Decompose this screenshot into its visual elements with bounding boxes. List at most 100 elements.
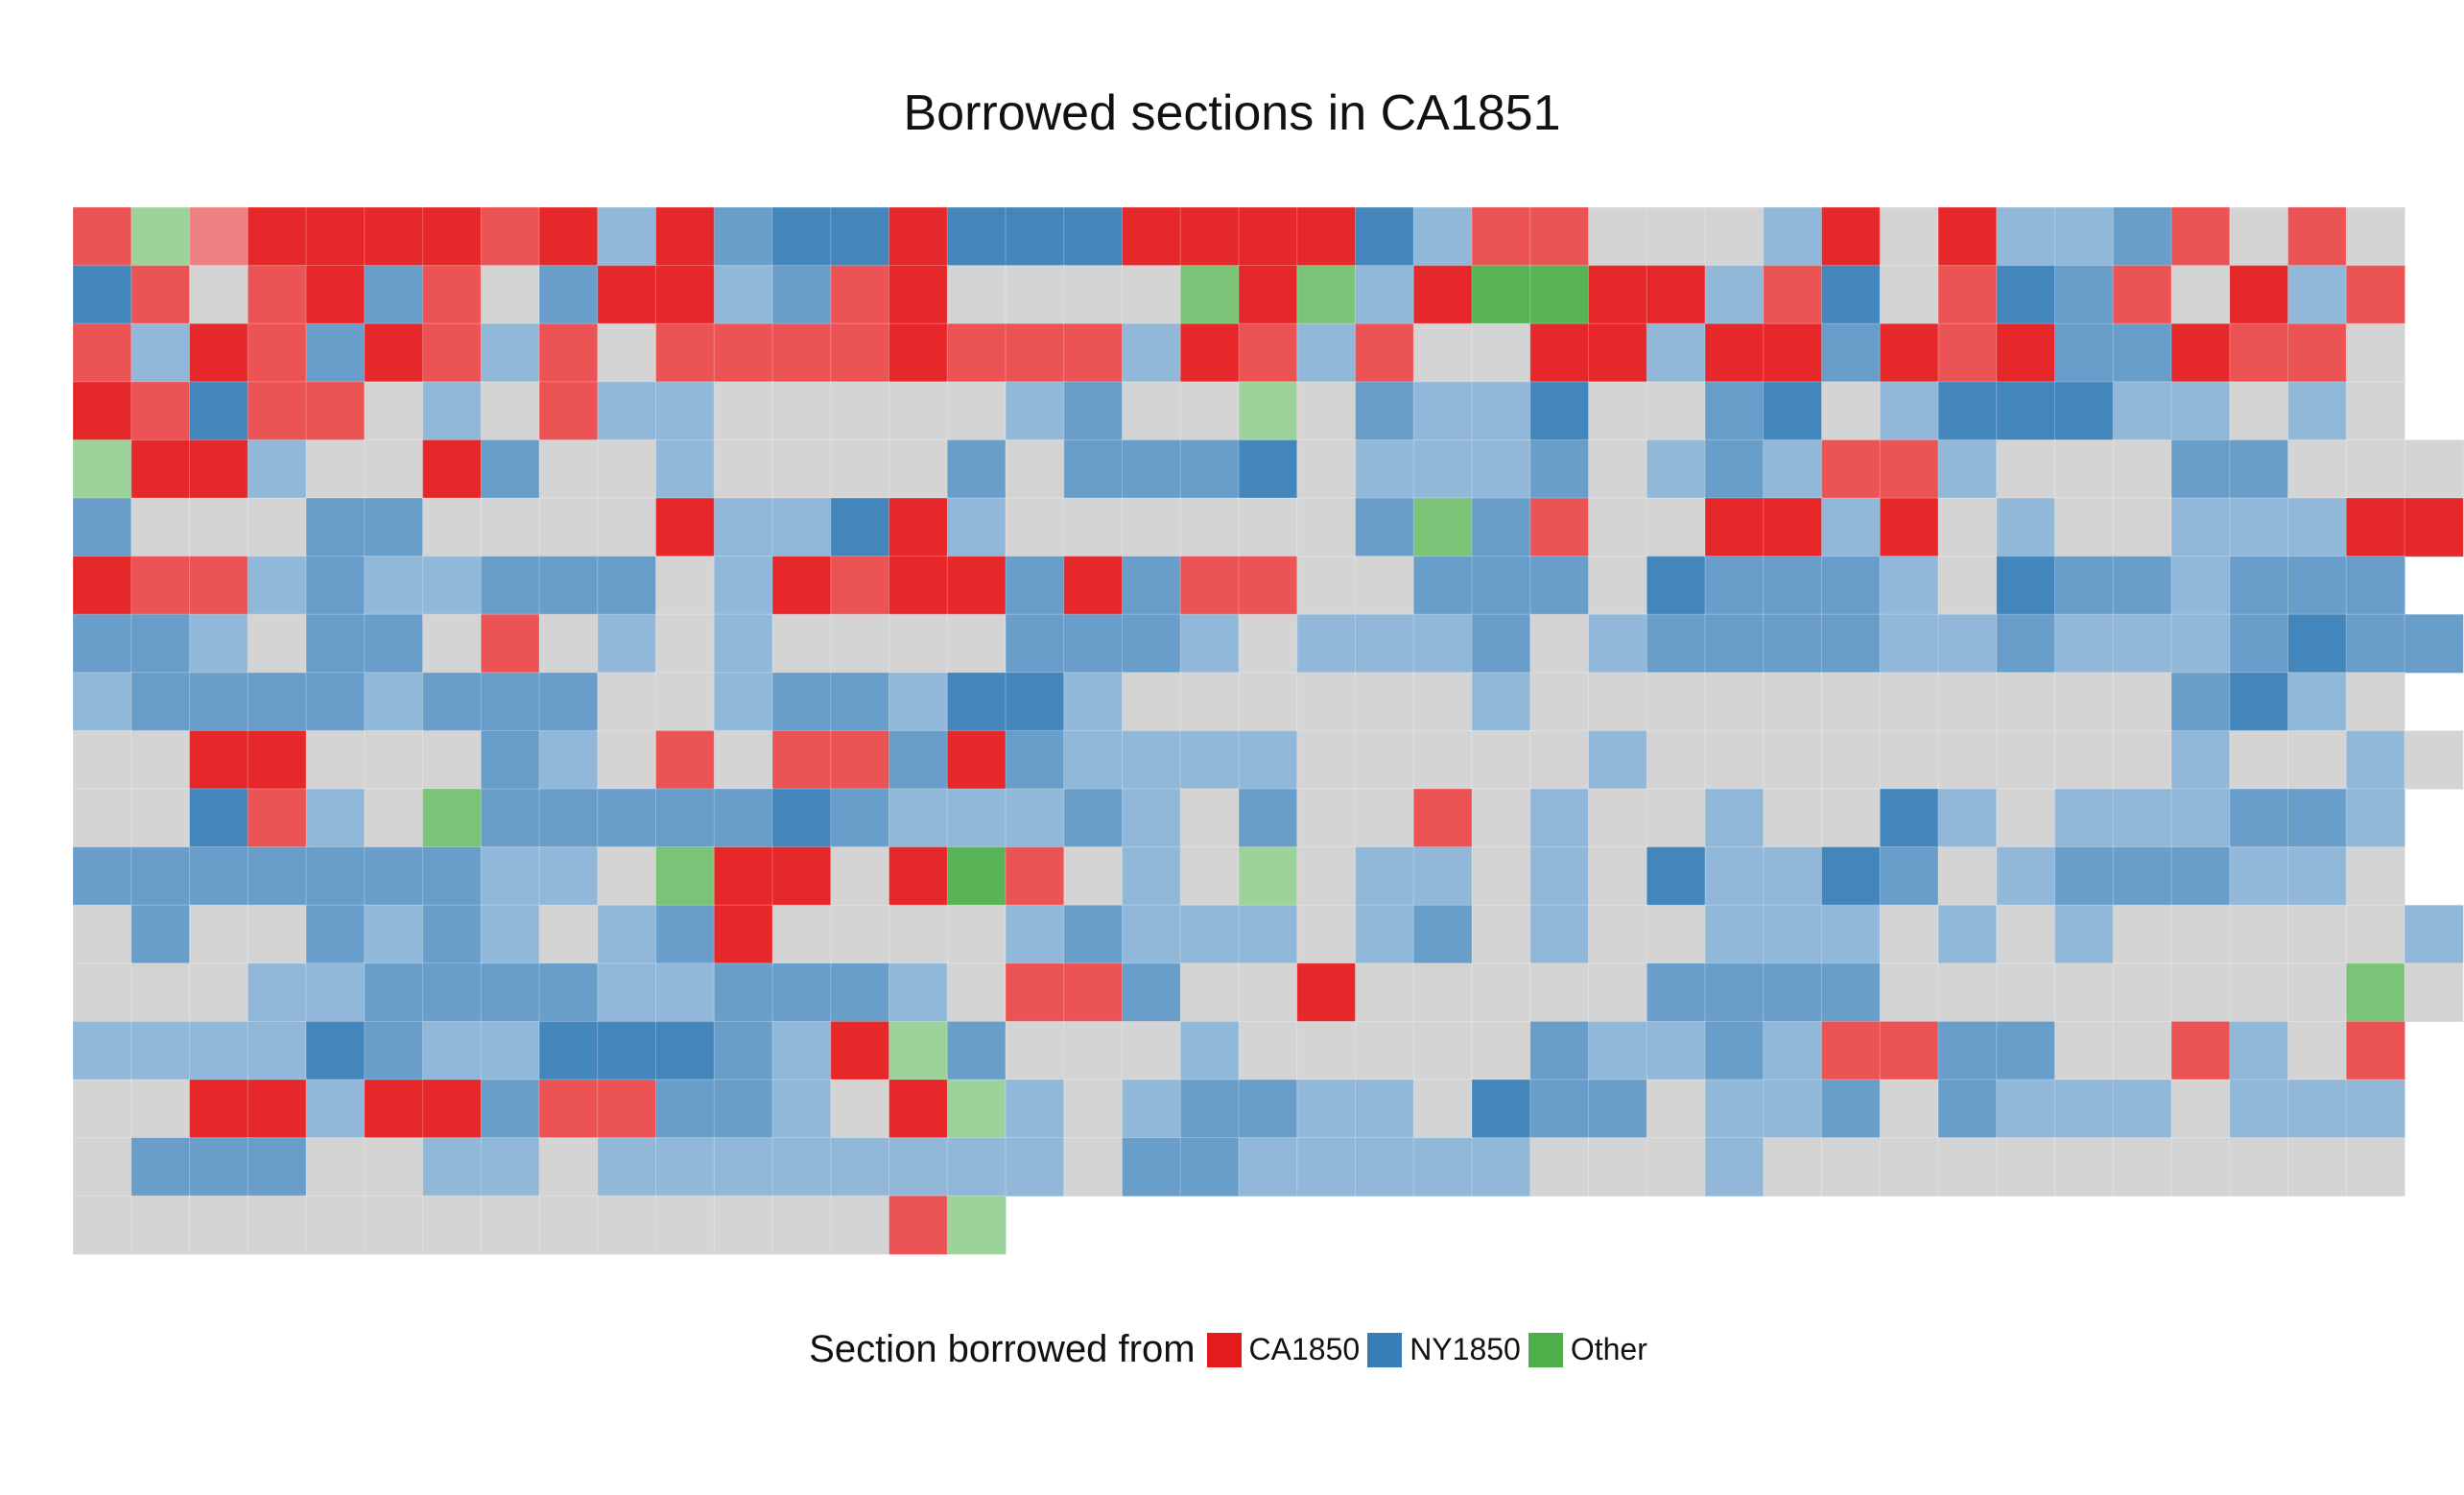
heatmap-cell-r5-c14 [888,497,949,558]
heatmap-cell-r13-c7 [480,962,541,1023]
heatmap-cell-r12-c18 [1122,904,1182,964]
heatmap-cell-r6-c5 [364,556,424,616]
heatmap-cell-r1-c1 [130,265,191,325]
heatmap-cell-r2-c21 [1296,322,1357,383]
heatmap-cell-r12-c3 [247,904,308,964]
heatmap-cell-r12-c37 [2229,904,2289,964]
heatmap-cell-r5-c17 [1063,497,1124,558]
heatmap-cell-r5-c30 [1821,497,1882,558]
heatmap-cell-r17-c12 [771,1195,832,1255]
heatmap-cell-r6-c38 [2287,556,2348,616]
heatmap-cell-r7-c33 [1996,613,2056,674]
heatmap-cell-r7-c19 [1179,613,1241,674]
heatmap-cell-r8-c38 [2287,672,2348,732]
heatmap-cell-r0-c21 [1296,206,1357,267]
heatmap-cell-r15-c29 [1763,1079,1823,1139]
heatmap-cell-r2-c34 [2054,322,2115,383]
heatmap-cell-r3-c39 [2345,381,2406,441]
heatmap-cell-r15-c8 [538,1079,599,1139]
heatmap-cell-r0-c23 [1412,206,1474,267]
heatmap-cell-r1-c35 [2112,265,2173,325]
heatmap-cell-r8-c16 [1005,672,1065,732]
heatmap-cell-r10-c4 [305,788,366,848]
heatmap-cell-r10-c29 [1763,788,1823,848]
heatmap-cell-r13-c13 [830,962,890,1023]
heatmap-cell-r17-c2 [189,1195,249,1255]
heatmap-cell-r7-c30 [1821,613,1882,674]
heatmap-cell-r1-c26 [1588,265,1648,325]
heatmap-cell-r13-c16 [1005,962,1065,1023]
heatmap-cell-r11-c12 [771,846,832,907]
heatmap-cell-r12-c8 [538,904,599,964]
heatmap-cell-r4-c30 [1821,439,1882,500]
heatmap-cell-r5-c31 [1879,497,1940,558]
heatmap-cell-r11-c10 [655,846,716,907]
heatmap-cell-r11-c20 [1238,846,1298,907]
heatmap-cell-r16-c26 [1588,1137,1648,1198]
heatmap-cell-r16-c20 [1238,1137,1298,1198]
heatmap-cell-r15-c10 [655,1079,716,1139]
heatmap-cell-r1-c14 [888,265,949,325]
heatmap-cell-r4-c16 [1005,439,1065,500]
heatmap-cell-r3-c14 [888,381,949,441]
heatmap-cell-r15-c9 [597,1079,657,1139]
heatmap-cell-r15-c39 [2345,1079,2406,1139]
legend-label-other: Other [1570,1332,1647,1366]
heatmap-cell-r14-c39 [2345,1020,2406,1081]
heatmap-cell-r15-c34 [2054,1079,2115,1139]
heatmap-cell-r13-c36 [2170,962,2231,1023]
heatmap-cell-r11-c35 [2112,846,2173,907]
heatmap-cell-r15-c0 [72,1079,132,1139]
heatmap-cell-r0-c2 [189,206,249,267]
heatmap-cell-r8-c8 [538,672,599,732]
heatmap-cell-r6-c2 [189,556,249,616]
heatmap-cell-r4-c25 [1529,439,1590,500]
heatmap-cell-r1-c21 [1296,265,1357,325]
heatmap-cell-r8-c7 [480,672,541,732]
heatmap-cell-r5-c16 [1005,497,1065,558]
heatmap-cell-r10-c17 [1063,788,1124,848]
heatmap-cell-r11-c32 [1937,846,1998,907]
heatmap-cell-r2-c5 [364,322,424,383]
heatmap-cell-r4-c31 [1879,439,1940,500]
heatmap-cell-r5-c22 [1355,497,1415,558]
heatmap-cell-r4-c9 [597,439,657,500]
heatmap-cell-r12-c7 [480,904,541,964]
heatmap-cell-r14-c3 [247,1020,308,1081]
heatmap-cell-r16-c13 [830,1137,890,1198]
heatmap-cell-r16-c14 [888,1137,949,1198]
heatmap-cell-r4-c39 [2345,439,2406,500]
heatmap-cell-r5-c7 [480,497,541,558]
heatmap-cell-r14-c22 [1355,1020,1415,1081]
heatmap-cell-r10-c31 [1879,788,1940,848]
heatmap-cell-r0-c25 [1529,206,1590,267]
heatmap-cell-r15-c11 [713,1079,774,1139]
heatmap-cell-r17-c6 [422,1195,483,1255]
heatmap-cell-r16-c37 [2229,1137,2289,1198]
heatmap-cell-r17-c0 [72,1195,132,1255]
heatmap-cell-r8-c27 [1646,672,1707,732]
heatmap-cell-r0-c15 [946,206,1007,267]
heatmap-cell-r17-c4 [305,1195,366,1255]
heatmap-cell-r14-c30 [1821,1020,1882,1081]
heatmap-cell-r4-c33 [1996,439,2056,500]
heatmap-cell-r9-c8 [538,729,599,791]
heatmap-cell-r12-c38 [2287,904,2348,964]
heatmap-cell-r9-c26 [1588,729,1648,791]
heatmap-cell-r16-c17 [1063,1137,1124,1198]
heatmap-cell-r11-c39 [2345,846,2406,907]
legend-label-ca1850: CA1850 [1248,1332,1361,1366]
heatmap-cell-r14-c31 [1879,1020,1940,1081]
heatmap-cell-r2-c18 [1122,322,1182,383]
heatmap-cell-r13-c5 [364,962,424,1023]
heatmap-cell-r6-c34 [2054,556,2115,616]
legend-label-ny1850: NY1850 [1410,1332,1521,1366]
heatmap-cell-r16-c22 [1355,1137,1415,1198]
heatmap-cell-r12-c21 [1296,904,1357,964]
heatmap-cell-r1-c5 [364,265,424,325]
heatmap-cell-r16-c21 [1296,1137,1357,1198]
heatmap-cell-r9-c9 [597,729,657,791]
heatmap-cell-r0-c13 [830,206,890,267]
heatmap-cell-r14-c21 [1296,1020,1357,1081]
heatmap-cell-r0-c33 [1996,206,2056,267]
